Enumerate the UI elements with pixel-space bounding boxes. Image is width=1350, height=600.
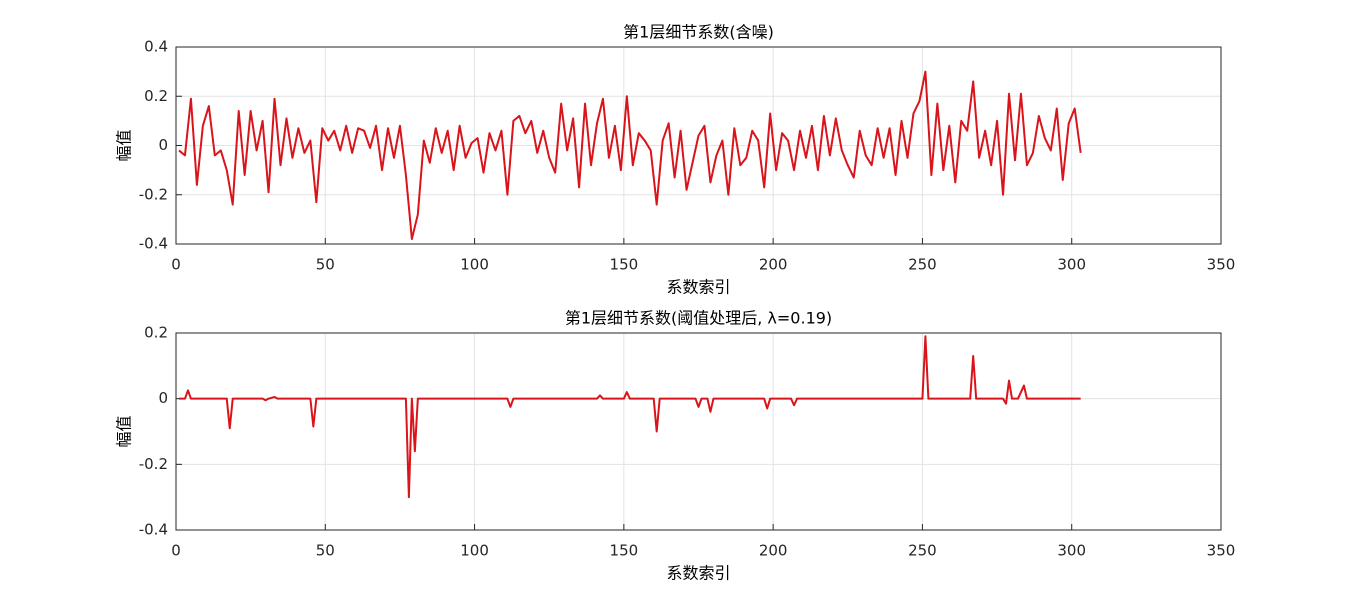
- x-tick-label: 350: [1207, 542, 1236, 560]
- y-tick-label: 0.2: [144, 87, 168, 105]
- x-tick-label: 300: [1057, 542, 1086, 560]
- chart-title: 第1层细节系数(含噪): [623, 23, 774, 42]
- data-line: [178, 70, 1082, 241]
- x-axis-label: 系数索引: [666, 278, 730, 297]
- chart-title: 第1层细节系数(阈值处理后, λ=0.19): [565, 309, 832, 328]
- y-tick-label: 0.4: [144, 38, 168, 56]
- y-tick-label: 0: [158, 136, 168, 154]
- y-tick-label: 0: [158, 389, 168, 407]
- x-tick-label: 150: [610, 542, 639, 560]
- data-line: [178, 335, 1081, 499]
- x-tick-label: 50: [316, 256, 335, 274]
- x-tick-label: 50: [316, 542, 335, 560]
- y-tick-label: -0.4: [139, 521, 168, 539]
- x-axis-label: 系数索引: [666, 564, 730, 583]
- x-tick-label: 0: [171, 256, 181, 274]
- x-tick-label: 0: [171, 542, 181, 560]
- y-tick-label: -0.4: [139, 235, 168, 253]
- x-tick-label: 200: [759, 542, 788, 560]
- x-tick-label: 200: [759, 256, 788, 274]
- x-tick-label: 350: [1207, 256, 1236, 274]
- axes-box: [175, 46, 1222, 245]
- x-tick-label: 100: [460, 542, 489, 560]
- x-tick-label: 250: [908, 542, 937, 560]
- axes-background: [176, 333, 1221, 530]
- x-tick-label: 150: [610, 256, 639, 274]
- x-tick-label: 100: [460, 256, 489, 274]
- y-tick-label: -0.2: [139, 455, 168, 473]
- y-axis-label: 幅值: [115, 415, 134, 447]
- axes-box: [175, 332, 1222, 531]
- y-tick-label: -0.2: [139, 185, 168, 203]
- x-tick-label: 300: [1057, 256, 1086, 274]
- y-axis-label: 幅值: [115, 129, 134, 161]
- y-tick-label: 0.2: [144, 324, 168, 342]
- x-tick-label: 250: [908, 256, 937, 274]
